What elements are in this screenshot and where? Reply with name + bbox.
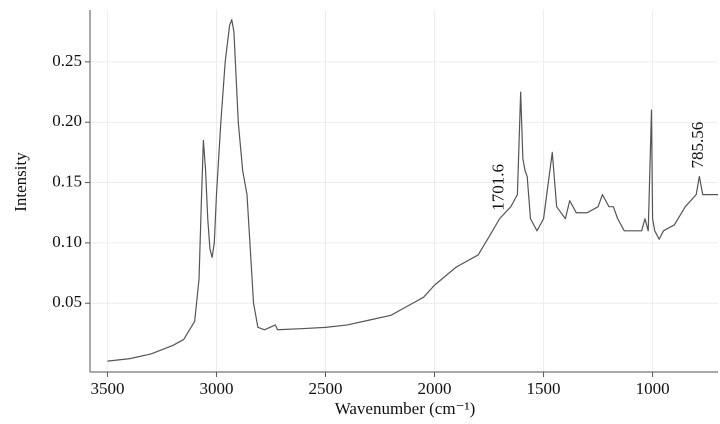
- x-tick-label: 3500: [90, 379, 124, 398]
- y-tick-label: 0.15: [52, 171, 82, 190]
- x-tick-label: 3000: [199, 379, 233, 398]
- x-axis-label: Wavenumber (cm⁻¹): [335, 399, 476, 418]
- y-tick-label: 0.25: [52, 51, 82, 70]
- peak-annotation: 1701.6: [489, 164, 508, 211]
- y-axis-label: Intensity: [11, 152, 30, 212]
- spectrum-line: [107, 19, 718, 362]
- y-tick-label: 0.20: [52, 111, 82, 130]
- peak-annotation: 785.56: [688, 122, 707, 169]
- y-tick-label: 0.10: [52, 232, 82, 251]
- y-tick-label: 0.05: [52, 292, 82, 311]
- x-tick-label: 2000: [418, 379, 452, 398]
- x-tick-label: 1000: [636, 379, 670, 398]
- x-tick-label: 1500: [527, 379, 561, 398]
- x-tick-label: 2500: [309, 379, 343, 398]
